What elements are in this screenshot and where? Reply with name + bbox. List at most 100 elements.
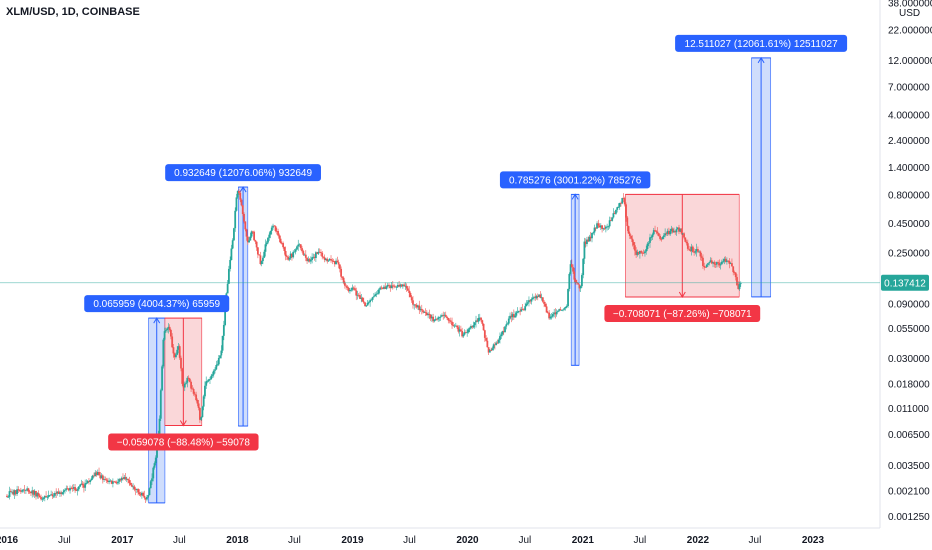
x-tick-label: 2018 bbox=[226, 535, 249, 546]
candle-down bbox=[577, 283, 580, 285]
candle-up bbox=[555, 311, 558, 315]
candle-up bbox=[263, 251, 266, 258]
candle-down bbox=[620, 202, 622, 204]
candle-down bbox=[683, 233, 685, 238]
candle-up bbox=[520, 309, 523, 312]
candle-down bbox=[548, 312, 551, 319]
candle-up bbox=[235, 197, 238, 211]
candle-up bbox=[183, 383, 186, 388]
candle-down bbox=[457, 327, 460, 332]
candle-down bbox=[622, 197, 625, 199]
candle-up bbox=[533, 296, 535, 298]
candle-down bbox=[345, 285, 348, 287]
candle-up bbox=[579, 286, 582, 289]
candle-down bbox=[71, 488, 74, 489]
candle-down bbox=[693, 251, 696, 253]
candle-down bbox=[60, 492, 63, 495]
candle-down bbox=[724, 258, 727, 262]
candle-up bbox=[226, 283, 229, 294]
candle-down bbox=[23, 489, 26, 491]
candle-down bbox=[336, 260, 339, 263]
candle-up bbox=[176, 349, 179, 355]
candle-down bbox=[143, 495, 146, 498]
candle-down bbox=[70, 487, 73, 489]
candle-up bbox=[96, 471, 99, 476]
candle-down bbox=[322, 256, 325, 258]
candle-up bbox=[356, 294, 359, 296]
candle-down bbox=[554, 312, 557, 315]
candle-up bbox=[327, 260, 330, 262]
candle-up bbox=[602, 228, 605, 230]
candle-down bbox=[99, 475, 102, 479]
candle-down bbox=[138, 492, 141, 495]
candle-down bbox=[12, 491, 15, 495]
candle-down bbox=[543, 301, 545, 304]
candle-down bbox=[459, 329, 462, 332]
candle-up bbox=[458, 329, 461, 332]
candle-down bbox=[415, 304, 418, 308]
candle-up bbox=[565, 306, 568, 308]
symbol-title[interactable]: XLM/USD, 1D, COINBASE bbox=[6, 6, 140, 18]
candle-down bbox=[736, 277, 738, 286]
candle-down bbox=[38, 495, 41, 498]
candle-up bbox=[514, 315, 516, 318]
candle-down bbox=[338, 264, 341, 269]
candle-up bbox=[738, 284, 741, 290]
candle-up bbox=[233, 228, 235, 241]
candle-down bbox=[684, 237, 687, 242]
candle-down bbox=[182, 383, 185, 388]
candle-down bbox=[113, 481, 116, 483]
candle-up bbox=[617, 206, 620, 208]
candle-up bbox=[509, 315, 511, 319]
x-tick-label: 2022 bbox=[687, 535, 710, 546]
loss-label-box bbox=[604, 304, 761, 322]
candle-up bbox=[390, 285, 393, 289]
candle-up bbox=[146, 496, 148, 500]
candle-up bbox=[670, 228, 673, 232]
candle-down bbox=[446, 316, 448, 318]
candle-up bbox=[202, 396, 205, 407]
candle-up bbox=[473, 322, 476, 326]
candle-up bbox=[560, 310, 563, 311]
candle-up bbox=[507, 318, 510, 324]
y-tick-label: 0.001250 bbox=[888, 512, 930, 523]
candle-down bbox=[55, 493, 58, 494]
candle-down bbox=[578, 284, 581, 289]
candle-down bbox=[409, 292, 412, 298]
candle-down bbox=[731, 263, 733, 267]
gain-label-box bbox=[84, 295, 230, 313]
candle-down bbox=[465, 332, 467, 334]
candle-down bbox=[625, 204, 627, 218]
candle-down bbox=[37, 492, 40, 496]
candle-up bbox=[216, 364, 219, 366]
candle-up bbox=[379, 287, 382, 290]
candle-up bbox=[649, 237, 651, 243]
candle-up bbox=[16, 489, 18, 495]
candle-up bbox=[604, 226, 607, 229]
candle-up bbox=[21, 490, 24, 492]
candle-up bbox=[166, 328, 169, 331]
candle-down bbox=[428, 313, 431, 316]
candle-up bbox=[59, 492, 61, 494]
candle-down bbox=[275, 230, 278, 232]
candle-down bbox=[633, 245, 636, 251]
candle-up bbox=[443, 314, 446, 316]
candle-down bbox=[480, 317, 482, 321]
candle-up bbox=[374, 294, 377, 297]
candle-up bbox=[466, 332, 469, 334]
candle-up bbox=[430, 316, 433, 319]
candle-down bbox=[665, 233, 668, 235]
candle-up bbox=[13, 490, 16, 495]
y-tick-label: 7.000000 bbox=[888, 83, 930, 94]
candle-down bbox=[447, 317, 450, 321]
candle-up bbox=[214, 369, 216, 371]
candle-up bbox=[209, 378, 211, 380]
candle-down bbox=[321, 252, 324, 257]
candle-up bbox=[108, 480, 111, 483]
candle-up bbox=[715, 262, 718, 265]
candle-up bbox=[378, 289, 380, 294]
candle-up bbox=[120, 477, 123, 481]
candle-up bbox=[511, 314, 514, 318]
candle-up bbox=[395, 286, 398, 288]
